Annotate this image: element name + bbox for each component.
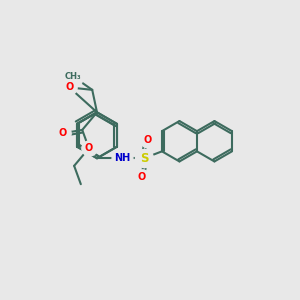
Text: S: S bbox=[140, 152, 148, 165]
Text: O: O bbox=[59, 128, 67, 138]
Text: O: O bbox=[138, 172, 146, 182]
Text: NH: NH bbox=[114, 153, 130, 163]
Text: O: O bbox=[85, 143, 93, 153]
Text: CH₃: CH₃ bbox=[65, 72, 82, 81]
Text: O: O bbox=[143, 135, 152, 145]
Text: O: O bbox=[65, 82, 74, 92]
